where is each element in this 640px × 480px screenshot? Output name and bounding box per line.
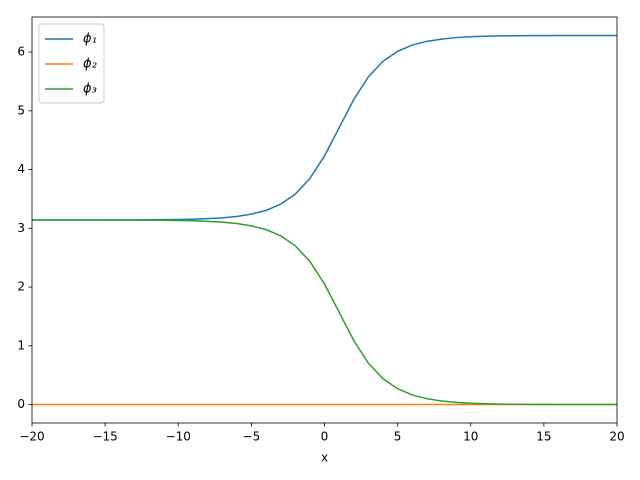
x-axis-label: x	[321, 451, 328, 465]
x-tick-label: 10	[463, 430, 478, 444]
x-tick-label: −10	[166, 430, 191, 444]
y-tick-label: 1	[17, 338, 25, 352]
plot-frame	[31, 16, 618, 424]
x-tick-label: 0	[321, 430, 329, 444]
y-tick-label: 4	[17, 162, 25, 176]
x-tick-label: 20	[609, 430, 624, 444]
x-tick-label: −20	[19, 430, 44, 444]
legend-label: ϕ₁	[83, 32, 97, 47]
x-tick-label: −5	[243, 430, 261, 444]
line	[32, 219, 617, 406]
y-tick-label: 3	[17, 221, 25, 235]
x-tick-label: 15	[536, 430, 551, 444]
y-tick-label: 5	[17, 103, 25, 117]
y-tick-label: 0	[17, 397, 25, 411]
y-tick-label: 2	[17, 280, 25, 294]
legend-label: ϕ₃	[83, 82, 97, 97]
x-tick-label: −15	[92, 430, 117, 444]
x-tick-label: 5	[394, 430, 402, 444]
legend-label: ϕ₂	[83, 57, 97, 72]
y-tick-label: 6	[17, 45, 25, 59]
